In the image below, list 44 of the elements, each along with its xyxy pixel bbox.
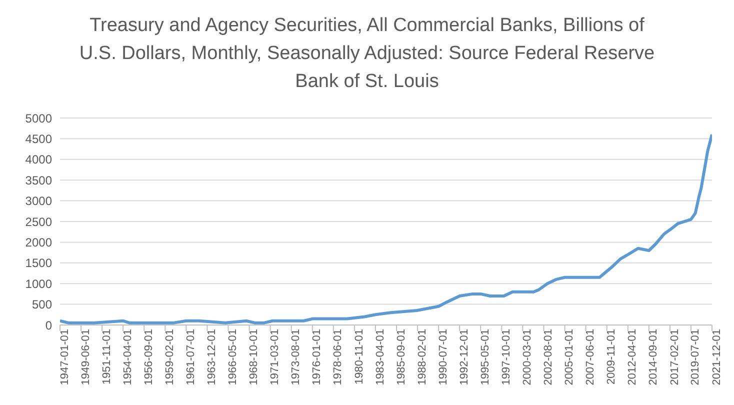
x-tick-label: 1973-08-01 <box>290 329 302 386</box>
x-tick-label: 1997-10-01 <box>500 329 512 386</box>
x-tick-label: 1995-05-01 <box>479 329 492 386</box>
x-tick-label: 2012-04-01 <box>626 329 639 386</box>
x-tick-label: 1990-07-01 <box>437 329 450 386</box>
y-tick-label: 0 <box>45 318 52 332</box>
x-tick-label: 2014-09-01 <box>648 329 660 386</box>
x-tick-label: 2017-02-01 <box>668 329 681 386</box>
x-tick-label: 1971-03-01 <box>269 329 282 386</box>
y-tick-label: 500 <box>32 298 52 312</box>
x-tick-label: 1949-06-01 <box>80 329 92 386</box>
x-tick-label: 2000-03-01 <box>522 329 534 386</box>
x-tick-label: 2002-08-01 <box>542 329 555 386</box>
x-tick-label: 2005-01-01 <box>564 329 576 386</box>
x-tick-label: 2007-06-01 <box>584 329 597 386</box>
x-tick-label: 1968-10-01 <box>248 329 260 386</box>
x-tick-label: 1963-12-01 <box>206 329 218 386</box>
y-tick-label: 4000 <box>25 152 52 167</box>
chart-title: Treasury and Agency Securities, All Commercial Banks, Billions of U.S. Dollars, Monthly, Seasonally Adjusted: Source Federal Reserve Bank of St. Louis <box>78 14 656 94</box>
y-tick-label: 2500 <box>25 214 52 229</box>
y-tick-label: 5000 <box>25 111 52 126</box>
y-tick-label: 3500 <box>25 173 52 188</box>
x-tick-label: 1956-09-01 <box>142 329 155 386</box>
x-tick-label: 1988-02-01 <box>416 329 428 386</box>
x-tick-label: 1954-04-01 <box>122 329 134 386</box>
y-tick-label: 4500 <box>25 132 52 146</box>
x-tick-label: 2019-07-01 <box>690 329 702 386</box>
x-tick-label: 1978-06-01 <box>332 329 344 386</box>
x-tick-label: 1980-11-01 <box>353 329 366 384</box>
x-tick-label: 1959-02-01 <box>164 329 176 386</box>
x-tick-label: 2021-12-01 <box>710 329 723 386</box>
y-tick-label: 2000 <box>25 235 52 250</box>
y-tick-label: 1500 <box>25 256 52 270</box>
x-tick-label: 1985-09-01 <box>395 329 408 386</box>
y-tick-label: 3000 <box>25 194 52 208</box>
y-tick-label: 1000 <box>25 276 52 291</box>
x-tick-label: 1961-07-01 <box>184 329 197 386</box>
x-tick-label: 2009-11-01 <box>606 329 618 384</box>
x-tick-label: 1947-01-01 <box>58 329 71 386</box>
x-tick-label: 1983-04-01 <box>374 329 386 386</box>
x-tick-label: 1992-12-01 <box>458 329 470 386</box>
x-tick-label: 1951-11-01 <box>100 329 113 384</box>
x-tick-label: 1976-01-01 <box>311 329 324 386</box>
x-tick-label: 1966-05-01 <box>227 329 240 386</box>
